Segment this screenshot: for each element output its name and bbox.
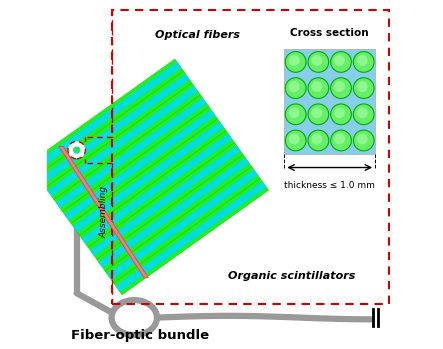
Text: Assembling: Assembling	[99, 186, 108, 238]
Ellipse shape	[357, 81, 368, 92]
Ellipse shape	[311, 107, 323, 118]
Polygon shape	[45, 83, 200, 200]
Ellipse shape	[354, 78, 374, 98]
Ellipse shape	[289, 107, 299, 118]
Polygon shape	[99, 157, 249, 268]
Polygon shape	[37, 71, 192, 187]
Ellipse shape	[289, 81, 299, 92]
Ellipse shape	[308, 104, 329, 125]
Ellipse shape	[285, 104, 306, 125]
Ellipse shape	[334, 134, 345, 144]
Ellipse shape	[330, 78, 351, 98]
Ellipse shape	[354, 130, 374, 151]
Ellipse shape	[308, 78, 329, 98]
Bar	[112, 10, 389, 304]
Polygon shape	[39, 74, 190, 185]
Text: thickness ≤ 1.0 mm: thickness ≤ 1.0 mm	[284, 181, 375, 191]
Ellipse shape	[330, 52, 351, 72]
Ellipse shape	[354, 104, 374, 125]
Polygon shape	[31, 62, 181, 173]
Text: Organic scintillators: Organic scintillators	[229, 271, 356, 281]
Polygon shape	[90, 146, 241, 256]
Circle shape	[74, 147, 80, 153]
Ellipse shape	[308, 130, 329, 151]
Polygon shape	[47, 86, 198, 196]
Text: Fiber-optic bundle: Fiber-optic bundle	[71, 328, 210, 342]
Polygon shape	[71, 119, 226, 235]
Polygon shape	[79, 131, 234, 247]
Ellipse shape	[311, 55, 323, 66]
Bar	[284, 49, 375, 154]
Polygon shape	[59, 147, 148, 278]
Polygon shape	[65, 110, 215, 220]
Polygon shape	[62, 107, 218, 223]
Polygon shape	[54, 95, 209, 211]
Polygon shape	[107, 169, 258, 280]
Polygon shape	[116, 181, 267, 292]
Polygon shape	[97, 154, 252, 271]
Ellipse shape	[354, 52, 374, 72]
Ellipse shape	[330, 130, 351, 151]
Ellipse shape	[311, 81, 323, 92]
Ellipse shape	[285, 78, 306, 98]
Ellipse shape	[357, 55, 368, 66]
Ellipse shape	[334, 81, 345, 92]
Polygon shape	[113, 178, 268, 295]
Ellipse shape	[285, 52, 306, 72]
Ellipse shape	[311, 134, 323, 144]
Ellipse shape	[289, 55, 299, 66]
Ellipse shape	[289, 134, 299, 144]
Ellipse shape	[330, 104, 351, 125]
Polygon shape	[73, 121, 224, 232]
Ellipse shape	[357, 134, 368, 144]
Polygon shape	[88, 142, 243, 259]
Ellipse shape	[357, 107, 368, 118]
Ellipse shape	[334, 107, 345, 118]
Ellipse shape	[308, 52, 329, 72]
Text: Cross section: Cross section	[290, 28, 369, 38]
Polygon shape	[105, 166, 260, 283]
Ellipse shape	[285, 130, 306, 151]
Polygon shape	[82, 134, 233, 244]
Circle shape	[68, 141, 85, 159]
Text: Optical fibers: Optical fibers	[155, 30, 240, 40]
Polygon shape	[56, 98, 207, 208]
Ellipse shape	[334, 55, 345, 66]
Polygon shape	[28, 59, 183, 176]
